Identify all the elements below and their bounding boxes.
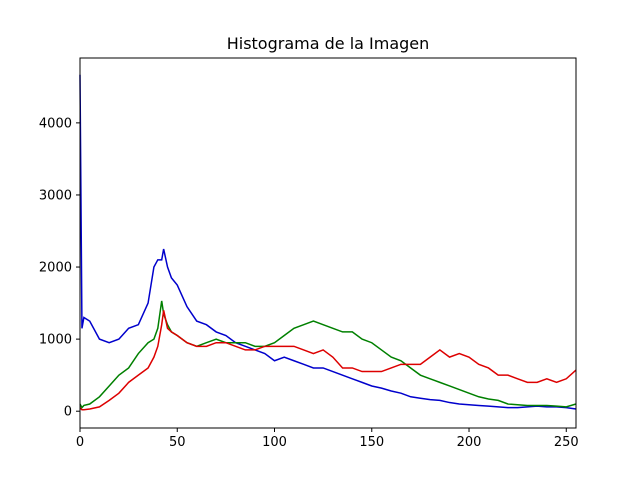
plot-frame [79,57,577,429]
x-tick-label: 150 [359,435,384,450]
data-line [79,74,577,410]
y-tick-label: 2000 [39,261,72,276]
x-tick-label: 50 [169,435,186,450]
y-tick-label: 4000 [39,116,72,131]
data-line [79,300,577,409]
chart-title: Histograma de la Imagen [227,34,430,53]
x-tick-label: 100 [262,435,287,450]
y-tick-label: 1000 [39,333,72,348]
x-tick-label: 0 [76,435,84,450]
x-tick-label: 250 [554,435,579,450]
y-tick-label: 0 [64,405,72,420]
x-tick-label: 200 [457,435,482,450]
y-tick-label: 3000 [39,188,72,203]
data-line [79,310,577,411]
